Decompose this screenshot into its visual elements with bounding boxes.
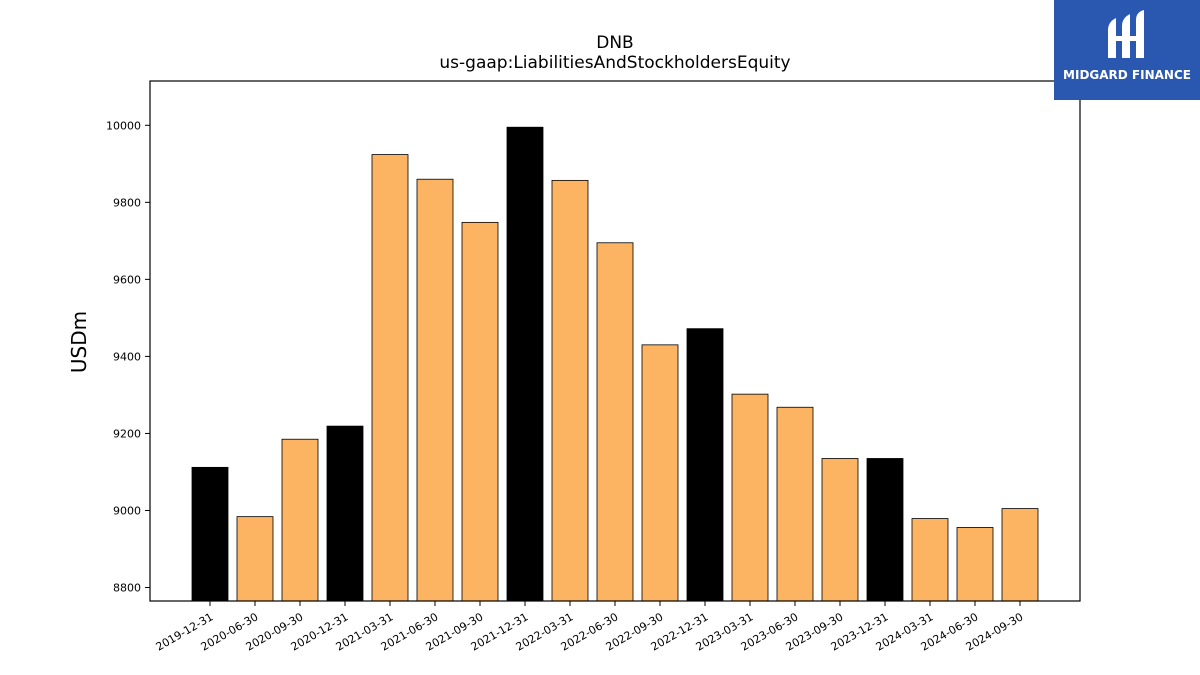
y-tick-label: 9400 [113,350,141,363]
y-tick-label: 9600 [113,273,141,286]
y-tick-label: 9000 [113,504,141,517]
bar-2022-09-30 [641,344,679,602]
bar-2022-12-31 [686,328,724,602]
plot-frame [149,80,1081,602]
y-tick-label: 10000 [106,119,141,132]
y-tick-label: 9800 [113,196,141,209]
bar-2021-12-31 [506,126,544,602]
bar-2022-03-31 [551,179,589,602]
chart-title: DNB [596,33,633,53]
bar-2023-12-31 [866,458,904,602]
bar-2021-03-31 [371,154,409,602]
logo-mark-icon [1108,10,1144,58]
bar-2021-06-30 [416,178,454,602]
bar-2024-03-31 [911,518,949,602]
bar-2023-06-30 [776,406,814,602]
brand-name: MIDGARD FINANCE [1063,68,1191,82]
bar-2020-09-30 [281,438,319,602]
y-axis-label: USDm [67,311,91,373]
bars-group [191,126,1039,602]
bar-2022-06-30 [596,242,634,602]
x-axis: 2019-12-312020-06-302020-09-302020-12-31… [154,601,1026,654]
y-tick-label: 8800 [113,582,141,595]
brand-logo: MIDGARD FINANCE [1054,0,1200,100]
bar-2021-09-30 [461,221,499,602]
y-tick-label: 9200 [113,427,141,440]
chart-subtitle: us-gaap:LiabilitiesAndStockholdersEquity [439,53,790,73]
bar-2023-09-30 [821,458,859,602]
bar-2020-06-30 [236,516,274,602]
bar-2019-12-31 [191,466,229,602]
bar-2024-09-30 [1001,508,1039,602]
bar-2023-03-31 [731,393,769,602]
y-axis: 8800 9000 9200 9400 9600 9800 10000 [106,119,150,595]
bar-2024-06-30 [956,527,994,602]
bar-2020-12-31 [326,425,364,602]
